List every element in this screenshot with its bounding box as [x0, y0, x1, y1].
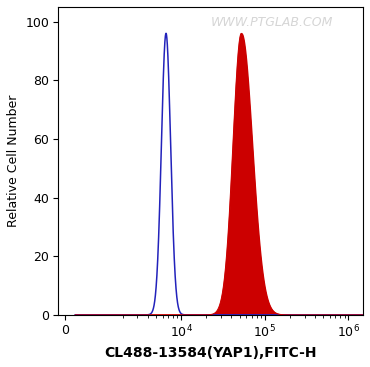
- Text: WWW.PTGLAB.COM: WWW.PTGLAB.COM: [211, 16, 333, 29]
- X-axis label: CL488-13584(YAP1),FITC-H: CL488-13584(YAP1),FITC-H: [104, 346, 317, 360]
- Y-axis label: Relative Cell Number: Relative Cell Number: [7, 95, 20, 227]
